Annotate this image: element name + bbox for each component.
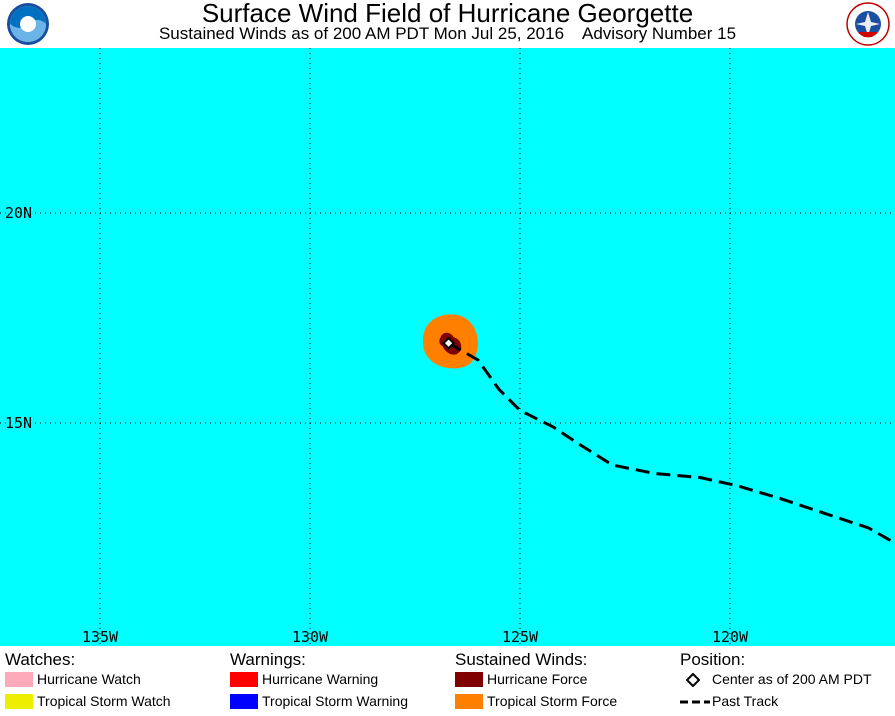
legend-position-heading: Position: xyxy=(680,650,746,669)
tropical-storm-warning-swatch xyxy=(230,694,258,709)
tropical-storm-force-swatch xyxy=(455,694,483,709)
longitude-label-130W: 130W xyxy=(292,628,329,646)
graticule xyxy=(0,48,895,646)
longitude-label-125W: 125W xyxy=(502,628,539,646)
header: Surface Wind Field of Hurricane Georgett… xyxy=(0,0,895,48)
longitude-label-120W: 120W xyxy=(712,628,749,646)
storm-center-marker xyxy=(442,336,456,350)
noaa-logo xyxy=(7,3,49,45)
hurricane-force-swatch xyxy=(455,672,483,687)
past-track-icon xyxy=(680,700,710,704)
legend-warnings-heading: Warnings: xyxy=(230,650,306,669)
hurricane-watch-swatch xyxy=(5,672,33,687)
hurricane-warning-swatch xyxy=(230,672,258,687)
map-title: Surface Wind Field of Hurricane Georgett… xyxy=(201,0,694,28)
latitude-label-15N: 15N xyxy=(5,414,32,432)
center-diamond xyxy=(442,336,456,350)
past-track-line xyxy=(447,341,895,545)
legend-winds-heading: Sustained Winds: xyxy=(455,650,588,669)
nws-logo xyxy=(846,2,890,46)
subtitle-time: Sustained Winds as of 200 AM PDT Mon Jul… xyxy=(158,24,565,43)
graticule-labels: 20N 15N 135W 130W 125W 120W xyxy=(5,204,749,646)
longitude-label-135W: 135W xyxy=(82,628,119,646)
legend: Watches: Hurricane Watch Tropical Storm … xyxy=(0,646,895,716)
center-diamond-icon xyxy=(686,673,700,687)
tropical-storm-watch-swatch xyxy=(5,694,33,709)
latitude-label-20N: 20N xyxy=(5,204,32,222)
subtitle-advisory: Advisory Number 15 xyxy=(582,24,737,43)
wind-field-map: 20N 15N 135W 130W 125W 120W xyxy=(0,48,895,646)
map-subtitle: Sustained Winds as of 200 AM PDT Mon Jul… xyxy=(0,24,895,44)
legend-watches-heading: Watches: xyxy=(5,650,76,669)
